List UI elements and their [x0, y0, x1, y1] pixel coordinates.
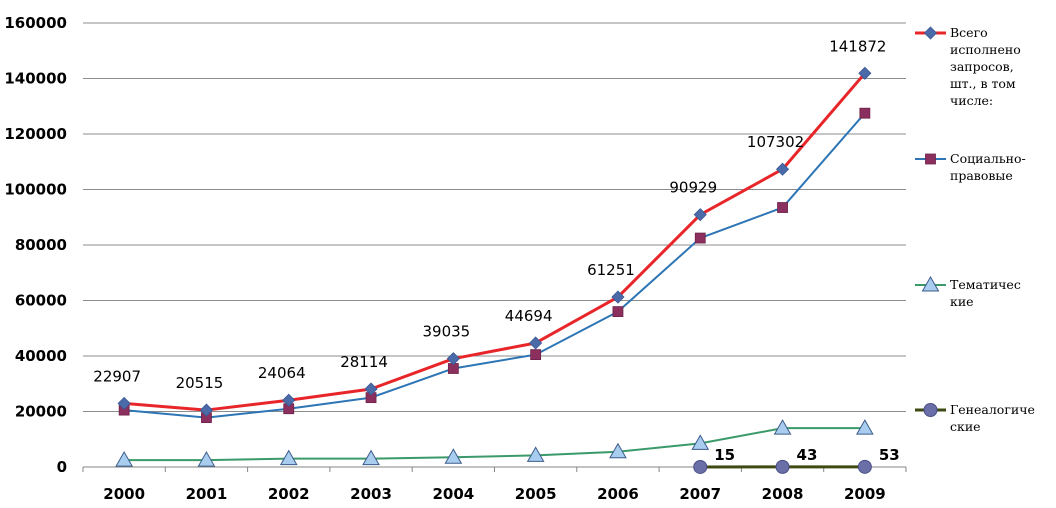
legend-label: числе: — [950, 93, 993, 108]
data-point — [609, 442, 627, 459]
x-tick-label: 2009 — [844, 485, 886, 503]
series-1 — [118, 107, 871, 424]
data-point — [282, 393, 296, 407]
data-point — [362, 449, 380, 466]
data-point — [777, 202, 788, 213]
legend-label: исполнено — [950, 42, 1021, 57]
legend-item: Генеалогиче ские — [915, 402, 1035, 434]
series-group — [115, 66, 874, 474]
legend-label: Социально- — [950, 151, 1026, 166]
data-point — [115, 451, 134, 467]
data-point — [773, 419, 792, 435]
data-label: 39035 — [422, 323, 470, 341]
x-axis: 2000 2001 2002 2003 2004 2005 2006 2007 2008 2009 — [82, 466, 907, 503]
data-point — [279, 449, 298, 466]
y-tick-label: 40000 — [15, 347, 67, 365]
x-tick-label: 2002 — [268, 485, 310, 503]
x-tick-label: 2008 — [762, 485, 804, 503]
legend-marker — [923, 403, 938, 417]
data-labels: 22907 20515 24064 28114 39035 44694 61251 90929… — [93, 37, 899, 464]
series-line — [124, 112, 866, 419]
data-point — [859, 107, 871, 119]
legend-label: Тематичес — [950, 277, 1021, 292]
data-label: 61251 — [587, 261, 635, 279]
data-point — [775, 459, 790, 474]
y-tick-label: 0 — [57, 458, 67, 476]
legend-label: запросов, — [950, 59, 1014, 74]
series-line — [124, 427, 865, 462]
y-tick-label: 140000 — [4, 70, 67, 88]
data-point — [530, 349, 542, 361]
data-point — [444, 448, 463, 464]
legend-marker — [921, 275, 940, 292]
legend-marker — [923, 26, 938, 40]
data-point — [197, 451, 216, 467]
y-tick-label: 80000 — [15, 236, 67, 254]
data-point — [117, 396, 131, 410]
data-point — [529, 336, 543, 350]
data-point — [364, 382, 378, 396]
data-point — [858, 66, 872, 80]
legend-item: Социально-правовые — [915, 151, 1026, 183]
data-point — [857, 459, 872, 474]
data-point — [612, 306, 624, 318]
legend: Всего исполнено запросов, шт., в том числе: С… — [915, 25, 1035, 434]
y-tick-label: 120000 — [4, 125, 67, 143]
data-label: 107302 — [747, 133, 804, 151]
legend-item: Всего исполнено запросов, шт., в том числе: — [915, 25, 1021, 108]
x-tick-label: 2005 — [515, 485, 557, 503]
data-label: 44694 — [505, 307, 553, 325]
data-point — [446, 352, 460, 366]
y-tick-label: 60000 — [15, 292, 67, 310]
data-point — [199, 403, 214, 417]
data-point — [693, 459, 708, 474]
x-tick-label: 2006 — [597, 485, 639, 503]
data-point — [526, 446, 545, 462]
data-point — [611, 290, 625, 304]
data-label: 90929 — [669, 179, 717, 197]
x-tick-label: 2007 — [679, 485, 721, 503]
data-label: 22907 — [93, 367, 141, 385]
series-0 — [117, 66, 872, 417]
y-tick-label: 20000 — [15, 403, 67, 421]
series-3 — [693, 459, 872, 474]
x-tick-label: 2001 — [186, 485, 228, 503]
y-axis-ticks: 0 20000 40000 60000 80000 100000 120000 140000 1… — [4, 14, 67, 476]
data-point — [694, 232, 706, 244]
legend-label: Всего — [950, 25, 988, 40]
legend-label: ские — [950, 419, 981, 434]
legend-label: Генеалогиче — [950, 402, 1035, 417]
legend-label: шт., в том — [950, 76, 1016, 91]
data-label: 20515 — [176, 374, 224, 392]
legend-label: кие — [950, 294, 974, 309]
gridlines — [83, 22, 906, 468]
series-2 — [115, 419, 874, 467]
data-point — [855, 419, 874, 435]
x-tick-label: 2003 — [350, 485, 392, 503]
data-label: 141872 — [829, 37, 886, 55]
data-label: 24064 — [258, 364, 306, 382]
series-line — [124, 72, 866, 412]
data-label: 43 — [797, 446, 818, 464]
x-tick-label: 2000 — [103, 485, 145, 503]
legend-marker — [925, 153, 936, 165]
data-point — [691, 434, 710, 450]
data-label: 28114 — [340, 353, 388, 371]
legend-label: правовые — [950, 168, 1013, 183]
y-tick-label: 100000 — [4, 181, 67, 199]
data-label: 53 — [879, 446, 900, 464]
data-point — [775, 162, 790, 176]
legend-item: Тематичес кие — [915, 275, 1021, 309]
data-point — [693, 208, 707, 222]
data-label: 15 — [714, 446, 735, 464]
x-tick-label: 2004 — [432, 485, 474, 503]
y-tick-label: 160000 — [4, 14, 67, 32]
